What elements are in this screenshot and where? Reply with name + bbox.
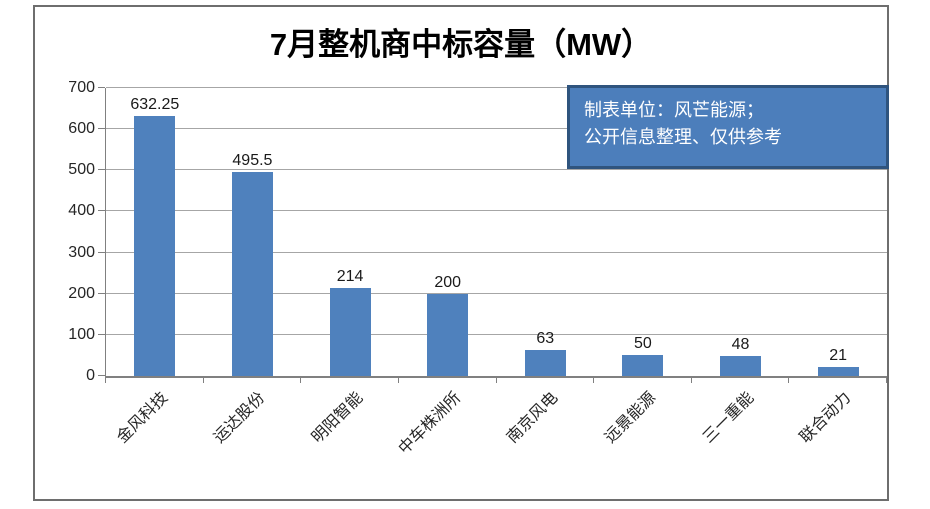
y-axis-tick	[98, 292, 105, 294]
bar	[524, 350, 566, 376]
y-axis-tick	[98, 375, 105, 376]
category-label: 远景能源	[601, 389, 660, 447]
bar-value-label: 214	[336, 267, 364, 285]
annotation-line-2: 公开信息整理、仅供参考	[584, 127, 782, 147]
x-axis-tick	[105, 376, 106, 383]
y-tick-label: 600	[68, 120, 95, 138]
bar-value-label: 63	[536, 330, 555, 348]
bar-slot: 495.5 运达股份	[204, 88, 302, 447]
bar-value-label: 200	[434, 273, 462, 291]
y-axis-tick	[98, 210, 105, 212]
category-label: 中车株洲所	[395, 389, 464, 458]
bar-slot: 200 中车株洲所	[395, 88, 497, 458]
category-label: 三一重能	[699, 389, 757, 447]
bar-slot: 214 明阳智能	[301, 88, 399, 447]
bar	[329, 287, 371, 376]
x-axis-tick	[300, 376, 302, 383]
chart-frame: 7月整机商中标容量（MW） 0 100 200 300 400 500 600 700 632…	[33, 5, 889, 501]
category-label: 联合动力	[797, 389, 855, 447]
x-axis-tick	[495, 376, 497, 383]
y-axis-tick	[98, 251, 105, 253]
bar-slot: 21 联合动力	[789, 88, 887, 447]
y-tick-label: 300	[68, 243, 95, 261]
y-tick-label: 100	[68, 325, 95, 343]
bar-value-label: 50	[634, 335, 652, 353]
y-axis-tick	[98, 333, 105, 335]
bar-slot: 50 远景能源	[594, 88, 692, 447]
y-tick-label: 400	[68, 202, 95, 220]
bar	[622, 355, 664, 376]
bar	[427, 293, 469, 376]
x-axis-tick	[593, 376, 595, 383]
x-axis-tick	[397, 376, 399, 383]
x-axis-tick	[788, 376, 790, 383]
y-axis-tick	[98, 128, 105, 130]
bar-value-label: 632.25	[130, 95, 180, 113]
y-axis-tick	[98, 169, 105, 171]
bar-slot: 48 三一重能	[692, 88, 790, 447]
bar	[134, 115, 176, 376]
bar-slot: 63 南京风电	[497, 88, 595, 447]
y-tick-label: 0	[86, 367, 95, 384]
category-label: 运达股份	[211, 389, 269, 447]
gridline	[106, 333, 887, 335]
bar-slot: 632.25 金风科技	[106, 88, 204, 447]
category-label: 南京风电	[504, 389, 562, 447]
gridline	[106, 169, 887, 171]
annotation-box: 制表单位：风芒能源； 公开信息整理、仅供参考	[567, 85, 889, 169]
bar	[817, 367, 859, 376]
gridline	[106, 251, 887, 253]
x-axis-tick	[690, 376, 692, 383]
gridline	[106, 292, 887, 294]
y-axis-labels: 0 100 200 300 400 500 600 700	[35, 79, 95, 384]
y-axis-tick	[98, 87, 105, 88]
y-tick-label: 200	[68, 284, 95, 302]
bar-value-label: 21	[829, 347, 848, 365]
bar-value-label: 48	[731, 336, 750, 354]
gridline	[106, 87, 887, 88]
x-axis-tick	[202, 376, 204, 383]
plot-area: 632.25 金风科技 495.5 运达股份 214 明阳智能 200 中车株洲所 63 南京风电…	[98, 87, 887, 458]
category-label: 明阳智能	[309, 389, 367, 447]
category-label: 金风科技	[113, 389, 172, 447]
bar	[720, 356, 762, 376]
chart-title: 7月整机商中标容量（MW）	[269, 27, 653, 62]
x-axis-tick	[886, 376, 887, 383]
bar-value-label: 495.5	[232, 152, 273, 170]
bar	[231, 172, 273, 376]
gridline	[106, 128, 887, 130]
y-tick-label: 500	[68, 161, 95, 179]
annotation-line-1: 制表单位：风芒能源；	[584, 100, 764, 120]
y-tick-label: 700	[68, 79, 95, 96]
gridline	[106, 210, 887, 212]
